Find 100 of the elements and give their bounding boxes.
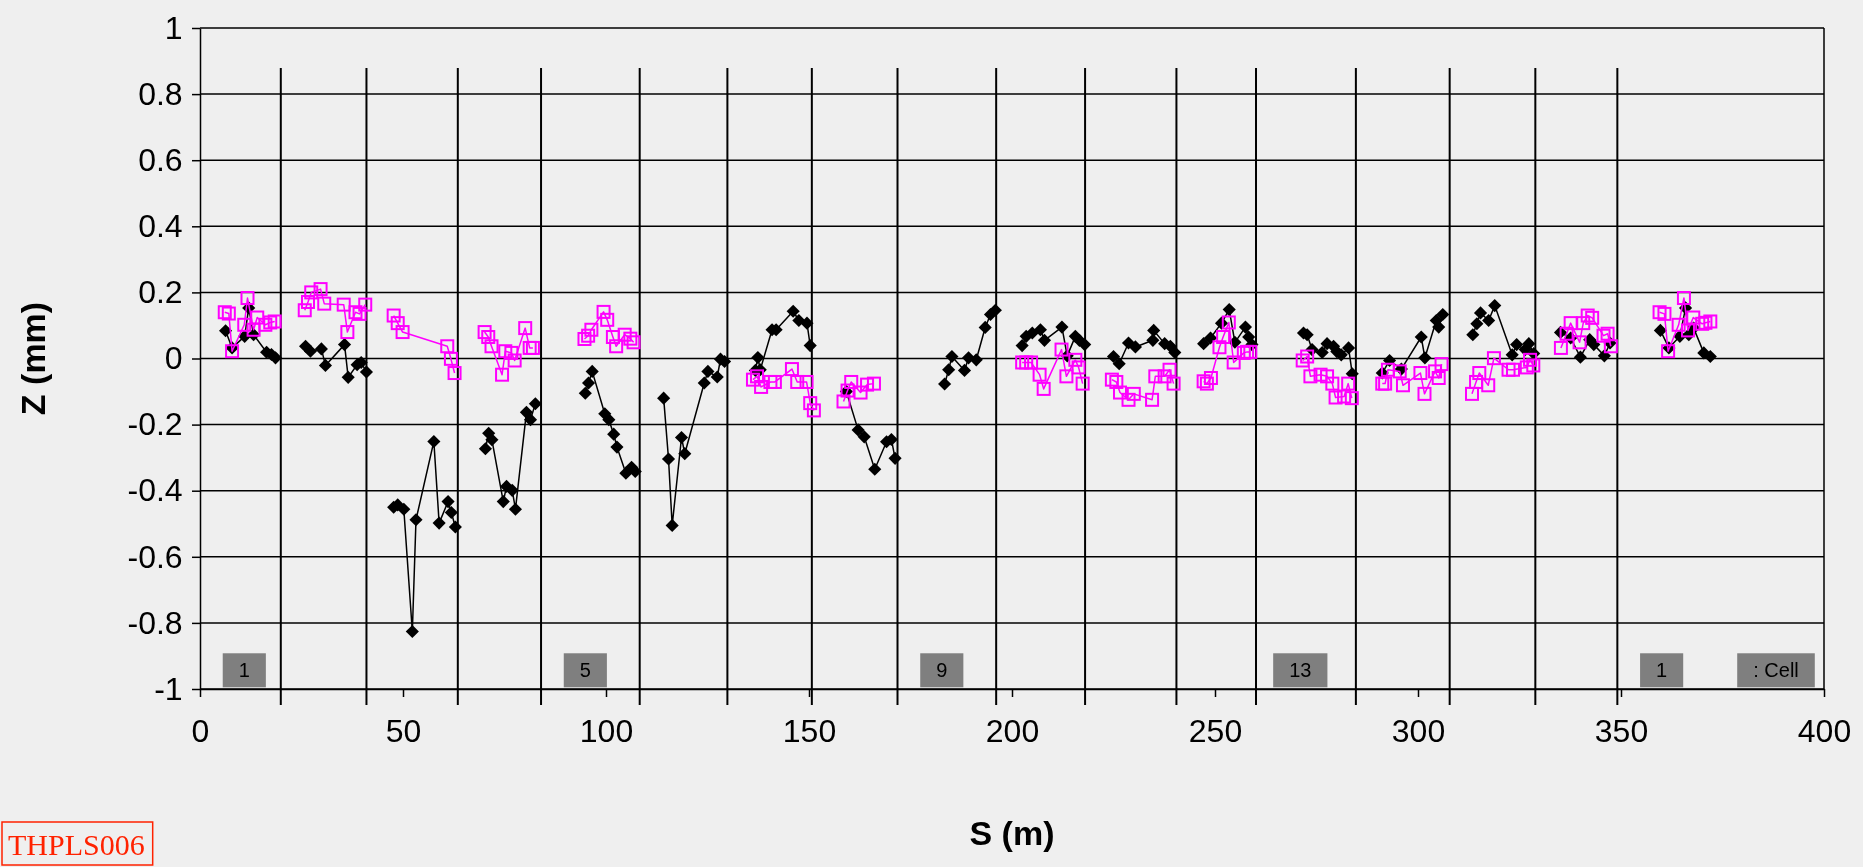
point	[508, 502, 523, 516]
annotation: 5	[579, 659, 591, 682]
cell-label: 1	[222, 653, 266, 688]
point	[1603, 339, 1618, 354]
point	[1071, 360, 1086, 375]
point	[844, 374, 859, 389]
cell-label: 5	[563, 653, 607, 688]
point	[938, 377, 952, 391]
point	[1121, 392, 1136, 407]
cell-label: 1	[1640, 653, 1684, 688]
point	[578, 386, 592, 400]
point	[1216, 330, 1231, 345]
point	[1059, 369, 1074, 384]
point	[246, 322, 261, 337]
point	[1585, 310, 1600, 325]
point	[1078, 338, 1092, 352]
y-tick-label: 0.8	[138, 75, 183, 112]
point	[258, 317, 273, 332]
point	[303, 344, 317, 358]
point	[1600, 326, 1615, 341]
y-tick-label: -0.8	[127, 604, 183, 641]
x-tick-label: 100	[579, 712, 634, 749]
point	[623, 331, 638, 346]
point	[1128, 340, 1142, 354]
point	[304, 285, 319, 300]
point	[507, 353, 522, 368]
point	[1671, 317, 1686, 332]
x-tick-label: 150	[782, 712, 837, 749]
point	[352, 306, 367, 321]
point	[478, 442, 492, 456]
point	[1068, 352, 1083, 367]
point	[853, 385, 868, 400]
point	[336, 297, 351, 312]
y-tick-label: -1	[154, 670, 183, 707]
point	[444, 505, 458, 520]
point	[1395, 378, 1410, 393]
point	[441, 495, 455, 509]
point	[803, 396, 818, 411]
point	[1526, 358, 1541, 373]
point	[1501, 362, 1516, 377]
point	[317, 296, 332, 311]
point	[1104, 372, 1119, 387]
point	[1106, 349, 1121, 364]
cell-label: : Cell	[1737, 653, 1815, 688]
point	[1676, 291, 1691, 306]
point	[1025, 326, 1039, 340]
point	[523, 413, 538, 427]
y-tick-label: 0.4	[138, 208, 183, 245]
point	[1488, 299, 1502, 313]
point	[1597, 349, 1611, 363]
point	[1145, 392, 1160, 407]
y-tick-label: 0.2	[138, 274, 183, 311]
point	[1413, 366, 1428, 381]
y-tick-label: 1	[164, 9, 183, 46]
point	[784, 362, 799, 377]
point	[1470, 317, 1484, 331]
point	[240, 291, 255, 306]
point	[800, 316, 814, 330]
point	[674, 430, 689, 445]
point	[1469, 374, 1484, 389]
point	[1344, 391, 1359, 406]
point	[610, 440, 624, 454]
point	[484, 339, 499, 354]
point	[1482, 313, 1496, 328]
point	[1147, 323, 1161, 337]
point	[1466, 328, 1480, 342]
point	[219, 324, 233, 338]
point	[609, 339, 624, 354]
point	[1580, 308, 1595, 323]
point	[1510, 338, 1524, 352]
point	[1109, 374, 1124, 389]
point	[1226, 355, 1241, 370]
cell-label: 13	[1273, 653, 1328, 688]
point	[1203, 371, 1218, 385]
point	[978, 320, 992, 334]
point	[1428, 364, 1443, 379]
point	[221, 306, 236, 321]
point	[1166, 376, 1181, 391]
point	[851, 423, 865, 437]
point	[496, 495, 510, 509]
annotation: 13	[1289, 659, 1312, 682]
point	[1075, 376, 1090, 391]
annotation: 1	[238, 659, 250, 682]
point	[340, 325, 355, 340]
point	[1024, 355, 1039, 370]
point	[1506, 362, 1520, 377]
point	[1414, 330, 1428, 344]
point	[617, 327, 632, 342]
point	[301, 294, 315, 309]
annotation: 9	[936, 659, 948, 682]
y-axis-title: Z (mm)	[14, 301, 52, 416]
point	[1157, 369, 1172, 384]
point	[763, 374, 778, 389]
point	[1576, 316, 1591, 331]
x-tick-label: 0	[191, 712, 210, 749]
point	[1418, 351, 1432, 365]
point	[390, 316, 405, 331]
point	[1315, 345, 1329, 360]
point	[1295, 353, 1310, 368]
point	[1212, 340, 1227, 355]
